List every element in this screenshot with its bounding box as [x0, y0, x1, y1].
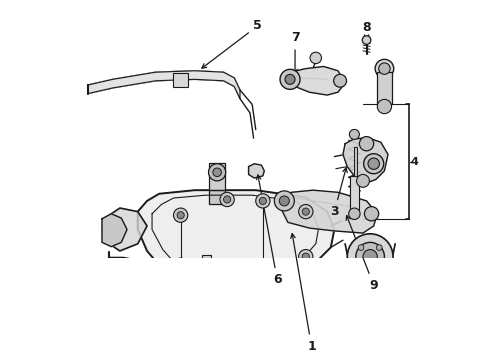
Text: 7: 7: [291, 31, 299, 74]
Bar: [104, 310, 134, 326]
Bar: [173, 73, 188, 87]
Text: 5: 5: [202, 19, 262, 68]
Circle shape: [363, 249, 377, 264]
Circle shape: [377, 99, 392, 114]
Circle shape: [302, 208, 309, 215]
Bar: [377, 72, 392, 104]
Circle shape: [280, 69, 300, 89]
Polygon shape: [259, 275, 269, 289]
Circle shape: [376, 245, 382, 251]
Circle shape: [349, 129, 359, 139]
Circle shape: [177, 212, 184, 219]
Text: 4: 4: [411, 157, 418, 167]
Polygon shape: [102, 214, 127, 247]
Bar: [209, 163, 225, 190]
Bar: [107, 280, 130, 297]
Circle shape: [379, 63, 390, 74]
Circle shape: [223, 265, 231, 273]
Circle shape: [209, 164, 226, 181]
Circle shape: [359, 136, 374, 151]
Circle shape: [356, 242, 385, 271]
Bar: [354, 147, 357, 176]
Polygon shape: [343, 138, 388, 183]
Circle shape: [279, 196, 289, 206]
Circle shape: [220, 262, 234, 276]
Circle shape: [213, 168, 221, 177]
Circle shape: [259, 263, 267, 270]
Circle shape: [259, 197, 267, 204]
Circle shape: [256, 260, 270, 274]
Polygon shape: [88, 71, 240, 99]
Circle shape: [334, 74, 346, 87]
Circle shape: [375, 59, 394, 78]
Circle shape: [256, 194, 270, 208]
Circle shape: [357, 175, 369, 187]
Text: 1: 1: [291, 234, 316, 352]
Polygon shape: [209, 190, 225, 204]
Polygon shape: [248, 164, 264, 178]
Circle shape: [239, 287, 245, 293]
Text: 9: 9: [346, 216, 378, 292]
Bar: [350, 176, 359, 212]
Circle shape: [358, 263, 364, 269]
Circle shape: [358, 245, 364, 251]
Circle shape: [285, 74, 295, 84]
Bar: [202, 255, 211, 265]
Circle shape: [113, 283, 124, 294]
Circle shape: [364, 154, 384, 174]
Text: 6: 6: [257, 175, 281, 286]
Circle shape: [177, 262, 184, 269]
Circle shape: [376, 263, 382, 269]
Text: 8: 8: [362, 21, 371, 40]
Text: 12: 12: [0, 359, 1, 360]
Polygon shape: [290, 67, 345, 95]
Circle shape: [347, 234, 393, 280]
Circle shape: [223, 196, 231, 203]
Text: 2: 2: [0, 359, 1, 360]
Polygon shape: [102, 208, 147, 251]
Circle shape: [173, 208, 188, 222]
Bar: [347, 273, 393, 283]
Circle shape: [362, 36, 371, 44]
Circle shape: [310, 52, 321, 64]
Circle shape: [365, 207, 379, 221]
Circle shape: [298, 204, 313, 219]
Polygon shape: [243, 282, 263, 307]
Circle shape: [173, 258, 188, 273]
Circle shape: [349, 208, 360, 220]
Polygon shape: [281, 190, 377, 233]
Circle shape: [116, 286, 122, 292]
Text: 13: 13: [0, 359, 1, 360]
Circle shape: [235, 284, 248, 297]
Text: 11: 11: [0, 359, 1, 360]
Text: 10: 10: [0, 359, 1, 360]
Polygon shape: [138, 190, 334, 276]
Polygon shape: [188, 276, 197, 290]
Circle shape: [302, 253, 309, 260]
Circle shape: [220, 192, 234, 207]
Circle shape: [274, 191, 294, 211]
Circle shape: [298, 249, 313, 264]
Text: 3: 3: [330, 168, 347, 218]
Circle shape: [368, 158, 379, 170]
